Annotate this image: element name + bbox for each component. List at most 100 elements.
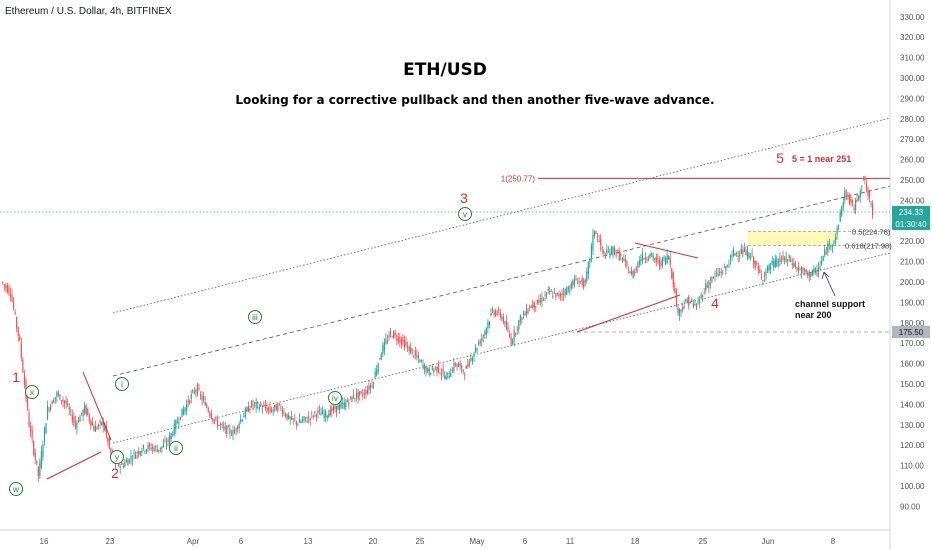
candle-body (482, 335, 484, 337)
channel-note-line2: near 200 (795, 310, 832, 320)
price-tick-label: 210.00 (900, 258, 925, 267)
candle-body (641, 253, 644, 261)
candle-body (542, 299, 545, 301)
candle-body (283, 412, 285, 414)
candle-body (182, 409, 185, 415)
candle-body (124, 462, 126, 467)
candle-body (821, 260, 823, 264)
candle-body (433, 369, 435, 372)
candle-body (643, 258, 645, 260)
candle-body (731, 255, 733, 257)
price-tick-label: 320.00 (900, 33, 925, 42)
candle-body (481, 338, 483, 341)
candle-body (425, 366, 427, 373)
candle-body (739, 255, 741, 257)
candle-body (272, 409, 274, 411)
candle-body (745, 248, 747, 255)
price-tick-label: 310.00 (900, 54, 925, 63)
candle-body (215, 417, 217, 419)
price-tick-label: 330.00 (900, 13, 925, 22)
candle-body (629, 271, 631, 274)
candle-body (88, 415, 90, 421)
candle-body (498, 309, 500, 312)
candle-body (187, 400, 189, 404)
wave-label-v: v (463, 209, 468, 219)
candle-body (632, 271, 634, 279)
candle-body (70, 410, 72, 412)
candle-body (624, 258, 627, 262)
wave-label-1: 1 (12, 369, 20, 385)
countdown-badge (892, 217, 930, 230)
candle-body (779, 257, 781, 263)
candle-body (357, 391, 359, 399)
candle-body (430, 372, 432, 376)
candle-body (369, 385, 372, 389)
candle-body (787, 259, 789, 261)
candle-body (822, 255, 824, 261)
candle-body (413, 355, 415, 357)
candle-body (638, 260, 640, 266)
candle-body (513, 330, 515, 341)
candle-body (474, 346, 477, 353)
candle-body (839, 212, 841, 222)
candle-body (374, 371, 376, 378)
candle-body (170, 433, 172, 439)
candle-body (306, 420, 308, 423)
candle-body (861, 186, 863, 188)
candle-body (383, 341, 385, 351)
candle-body (637, 265, 639, 268)
candle-body (853, 208, 855, 211)
candle-body (161, 446, 163, 449)
candle-body (464, 374, 466, 376)
candle-body (261, 408, 263, 410)
candle-body (351, 396, 353, 402)
candle-body (516, 329, 518, 331)
candle-body (689, 302, 691, 304)
candle-body (872, 203, 874, 216)
candle-body (647, 258, 650, 261)
candle-body (87, 408, 89, 415)
candle-body (297, 423, 299, 425)
symbol-header[interactable]: Ethereum / U.S. Dollar, 4h, BITFINEX (5, 6, 172, 17)
candle-body (342, 403, 344, 405)
candle-body (615, 254, 617, 256)
candle-body (529, 307, 531, 309)
candle-body (525, 308, 528, 315)
candle-body (391, 336, 393, 338)
candle-body (501, 317, 503, 319)
candle-body (782, 255, 784, 261)
candle-body (589, 258, 591, 263)
candle-body (691, 299, 693, 301)
candle-body (232, 430, 234, 436)
price-tick-label: 300.00 (900, 74, 925, 83)
candle-body (711, 276, 713, 282)
candle-body (736, 252, 738, 254)
candle-body (858, 196, 860, 200)
candle-body (286, 413, 288, 420)
candle-body (671, 268, 673, 279)
candle-body (99, 421, 101, 423)
candle-body (359, 391, 361, 396)
candle-body (664, 258, 667, 264)
candle-body (203, 396, 205, 400)
candle-body (723, 267, 725, 269)
candle-body (742, 250, 744, 255)
wave-label-iii: iii (252, 312, 258, 322)
candle-body (468, 361, 470, 366)
candle-body (549, 290, 551, 292)
price-tick-label: 150.00 (900, 380, 925, 389)
candle-body (16, 317, 18, 328)
candle-body (345, 402, 347, 408)
candle-body (136, 452, 138, 454)
candle-body (46, 405, 49, 420)
candle-body (400, 339, 402, 345)
candle-body (148, 444, 151, 446)
price-tick-label: 160.00 (900, 360, 925, 369)
candle-body (836, 227, 838, 234)
candle-body (423, 364, 426, 370)
candle-body (847, 194, 849, 196)
candle-body (37, 466, 39, 477)
candle-body (471, 358, 474, 362)
candle-body (445, 375, 447, 380)
